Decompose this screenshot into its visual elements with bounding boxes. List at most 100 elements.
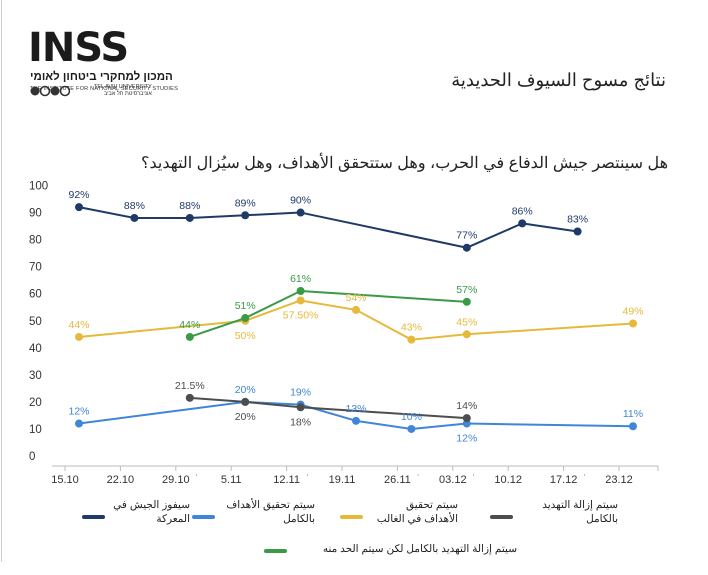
x-tick-label: 03.12: [439, 474, 467, 486]
data-label-series-2: 11%: [623, 408, 643, 420]
data-point-series-2: [629, 422, 637, 431]
data-label-series-3: 54%: [345, 292, 366, 304]
y-tick-label: 0: [29, 451, 35, 463]
page-title: نتائج مسوح السيوف الحديدية: [451, 70, 666, 90]
data-point-series-4: [462, 414, 471, 423]
data-label-series-2: 10%: [401, 411, 422, 423]
data-label-series-1: 92%: [68, 189, 89, 201]
data-label-series-1: 83%: [567, 213, 588, 225]
left-edge-line: [1, 0, 2, 562]
line-chart: 0 10 20 30 40 50 60 70 80 90 100 15.10 22.10 29.10 ' 5.…: [29, 181, 659, 486]
legend-item: سيتم إزالة التهديد بالكامل لكن سيتم الحد…: [264, 535, 519, 575]
university-name-he: אוניברסיטת תל אביב: [103, 90, 152, 97]
data-label-series-4: 18%: [290, 416, 311, 428]
legend-item: سيفوز الجيش في المعركة: [82, 498, 192, 538]
data-point-series-4: [185, 393, 194, 402]
data-point-series-1: [130, 213, 139, 222]
y-tick-label: 30: [29, 370, 42, 382]
data-label-series-1: 86%: [512, 205, 533, 217]
y-tick-label: 20: [29, 397, 42, 409]
data-point-series-2: [352, 416, 360, 425]
data-label-series-3: 43%: [401, 322, 422, 334]
legend-swatch: [490, 515, 513, 519]
data-label-series-2: 12%: [456, 433, 477, 445]
university-name-en: TEL AVIV UNIVERSITY: [94, 84, 152, 90]
logo-english-name: THE INSTITUTE FOR NATIONAL SECURITY STUD…: [30, 86, 179, 92]
data-point-series-3: [75, 332, 83, 341]
x-tick-mark-symbol: ': [584, 473, 586, 482]
data-label-series-3: 44%: [68, 319, 89, 331]
data-point-series-3: [352, 305, 360, 314]
legend-swatch: [192, 515, 215, 519]
data-label-series-2: 12%: [68, 406, 89, 418]
data-point-series-1: [573, 227, 582, 236]
data-point-series-1: [185, 213, 194, 222]
data-label-series-1: 89%: [235, 197, 256, 209]
inss-logo: INSS המכון למחקרי ביטחון לאומי THE INSTI…: [28, 25, 178, 98]
series-line-4: [189, 396, 467, 420]
data-point-series-3: [407, 335, 416, 344]
data-label-series-3: 45%: [456, 316, 477, 328]
data-point-series-4: [296, 403, 305, 412]
x-tick-mark-symbol: ': [473, 473, 475, 482]
y-tick-label: 80: [29, 235, 42, 247]
x-tick-mark-symbol: ': [417, 473, 419, 482]
legend-label: سيفوز الجيش في المعركة: [113, 499, 190, 525]
data-point-series-5: [241, 314, 250, 323]
data-label-series-1: 90%: [290, 195, 311, 207]
data-point-series-4: [241, 397, 250, 406]
x-tick-label: 10.12: [494, 474, 522, 486]
y-tick-label: 10: [29, 424, 42, 436]
data-label-series-1: 88%: [179, 200, 200, 212]
x-tick-label: 19.11: [329, 474, 356, 486]
data-point-series-1: [518, 219, 527, 228]
data-label-series-4: 14%: [456, 400, 477, 412]
legend-label: سيتم إزالة التهديد بالكامل: [542, 499, 618, 525]
data-point-series-1: [296, 208, 305, 217]
y-tick-label: 90: [29, 208, 42, 220]
legend-label: سيتم إزالة التهديد بالكامل لكن سيتم الحد…: [322, 543, 517, 555]
legend-item: سيتم تحقيق الأهداف بالكامل: [192, 498, 317, 538]
x-tick-label: 23.12: [605, 474, 633, 486]
x-tick-label: 5.11: [221, 474, 242, 486]
legend-swatch: [340, 515, 363, 519]
data-label-series-5: 61%: [290, 273, 311, 285]
data-point-series-3: [629, 319, 637, 328]
y-tick-label: 40: [29, 343, 42, 355]
x-tick-label: 15.10: [51, 474, 79, 486]
university-emblem-icon: [30, 85, 70, 97]
data-point-series-2: [407, 424, 416, 433]
legend-swatch: [82, 515, 105, 519]
x-tick-label: 17.12: [550, 474, 578, 486]
data-label-series-1: 77%: [456, 230, 477, 242]
data-label-series-2: 13%: [345, 403, 366, 415]
x-tick-label: 26.11: [384, 474, 411, 486]
data-point-series-5: [185, 332, 194, 341]
y-tick-label: 70: [29, 262, 42, 274]
series-line-1: [78, 206, 578, 249]
data-point-series-2: [75, 419, 83, 428]
y-tick-label: 50: [29, 316, 42, 328]
data-point-series-1: [241, 211, 250, 220]
legend-label: سيتم تحقيق الأهداف في الغالب: [376, 499, 458, 525]
series-line-5: [189, 289, 467, 338]
x-tick-label: 12.11: [273, 474, 300, 486]
logo-hebrew-name: המכון למחקרי ביטחון לאומי: [30, 71, 173, 83]
data-point-series-1: [75, 203, 83, 212]
legend-item: سيتم تحقيق الأهداف في الغالب: [340, 498, 460, 538]
data-label-series-3: 50%: [235, 330, 256, 342]
logo-wordmark: INSS: [28, 25, 129, 71]
y-tick-label: 60: [29, 289, 42, 301]
x-tick-mark-symbol: ': [307, 473, 309, 482]
data-label-series-1: 88%: [124, 200, 145, 212]
legend-swatch: [264, 549, 287, 553]
data-point-series-5: [462, 297, 471, 306]
data-label-series-4: 21.5%: [175, 380, 205, 392]
data-point-series-3: [462, 330, 471, 339]
data-label-series-5: 57%: [456, 284, 477, 296]
data-point-series-1: [462, 243, 471, 252]
university-name: TEL AVIV UNIVERSITY אוניברסיטת תל אביב: [94, 84, 152, 97]
x-tick-label: 22.10: [107, 474, 135, 486]
data-label-series-3: 57.50%: [283, 309, 319, 321]
data-point-series-5: [296, 286, 305, 295]
